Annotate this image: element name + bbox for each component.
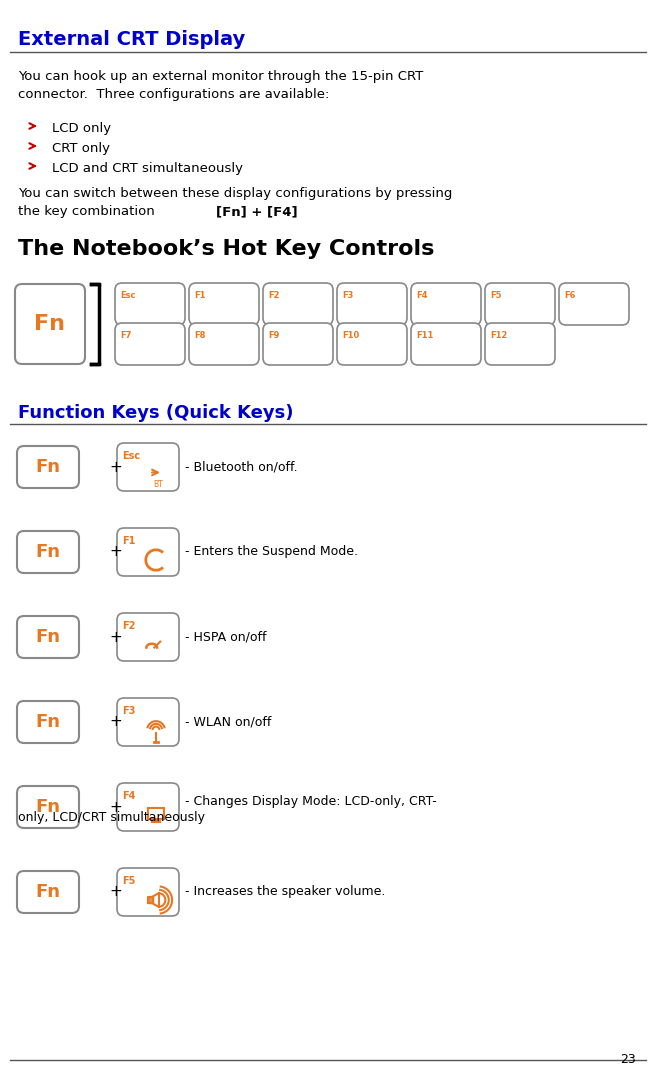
Text: Fn: Fn	[35, 458, 60, 476]
Text: +: +	[110, 629, 123, 644]
Text: .: .	[283, 205, 287, 218]
Text: F6: F6	[564, 291, 575, 300]
FancyBboxPatch shape	[17, 446, 79, 488]
FancyBboxPatch shape	[15, 284, 85, 364]
Text: F8: F8	[194, 331, 205, 340]
FancyBboxPatch shape	[485, 323, 555, 365]
Text: Esc: Esc	[120, 291, 136, 300]
FancyBboxPatch shape	[17, 871, 79, 913]
Text: Fn: Fn	[35, 883, 60, 901]
FancyBboxPatch shape	[337, 284, 407, 325]
Text: F3: F3	[342, 291, 354, 300]
FancyBboxPatch shape	[411, 284, 481, 325]
FancyBboxPatch shape	[17, 701, 79, 743]
FancyBboxPatch shape	[117, 442, 179, 491]
Polygon shape	[148, 897, 153, 903]
FancyBboxPatch shape	[117, 613, 179, 661]
Text: F1: F1	[122, 536, 135, 546]
Text: only, LCD/CRT simultaneously: only, LCD/CRT simultaneously	[18, 811, 205, 824]
Text: +: +	[110, 545, 123, 560]
FancyBboxPatch shape	[559, 284, 629, 325]
FancyBboxPatch shape	[17, 531, 79, 574]
Text: F5: F5	[122, 876, 135, 886]
FancyBboxPatch shape	[117, 868, 179, 916]
FancyBboxPatch shape	[17, 786, 79, 828]
Text: You can hook up an external monitor through the 15-pin CRT
connector.  Three con: You can hook up an external monitor thro…	[18, 70, 423, 101]
FancyBboxPatch shape	[485, 284, 555, 325]
Text: - WLAN on/off: - WLAN on/off	[185, 715, 272, 728]
Text: Fn: Fn	[35, 543, 60, 561]
Text: +: +	[110, 799, 123, 814]
FancyBboxPatch shape	[117, 528, 179, 576]
Text: LCD only: LCD only	[52, 122, 111, 135]
Text: - Changes Display Mode: LCD-only, CRT-: - Changes Display Mode: LCD-only, CRT-	[185, 795, 437, 808]
Text: 23: 23	[621, 1053, 636, 1066]
Text: Esc: Esc	[122, 451, 140, 461]
Text: F4: F4	[416, 291, 428, 300]
Text: - Enters the Suspend Mode.: - Enters the Suspend Mode.	[185, 546, 358, 558]
Text: Fn: Fn	[35, 713, 60, 731]
FancyBboxPatch shape	[117, 783, 179, 831]
Text: +: +	[110, 885, 123, 900]
Text: - Bluetooth on/off.: - Bluetooth on/off.	[185, 461, 298, 474]
FancyBboxPatch shape	[263, 323, 333, 365]
Text: LCD and CRT simultaneously: LCD and CRT simultaneously	[52, 162, 243, 175]
Text: The Notebook’s Hot Key Controls: The Notebook’s Hot Key Controls	[18, 240, 434, 259]
Text: F1: F1	[194, 291, 205, 300]
Text: - HSPA on/off: - HSPA on/off	[185, 630, 266, 643]
FancyBboxPatch shape	[189, 323, 259, 365]
Text: Fn: Fn	[35, 314, 66, 334]
Text: CRT only: CRT only	[52, 142, 110, 155]
Text: +: +	[110, 460, 123, 475]
FancyBboxPatch shape	[263, 284, 333, 325]
Text: External CRT Display: External CRT Display	[18, 30, 245, 49]
Text: F10: F10	[342, 331, 359, 340]
FancyBboxPatch shape	[115, 323, 185, 365]
Text: You can switch between these display configurations by pressing
the key combinat: You can switch between these display con…	[18, 187, 453, 218]
Text: Fn: Fn	[35, 628, 60, 645]
FancyBboxPatch shape	[189, 284, 259, 325]
FancyBboxPatch shape	[17, 616, 79, 658]
Text: [Fn] + [F4]: [Fn] + [F4]	[216, 205, 298, 218]
Text: F5: F5	[490, 291, 501, 300]
Text: Function Keys (Quick Keys): Function Keys (Quick Keys)	[18, 404, 293, 422]
Text: - Increases the speaker volume.: - Increases the speaker volume.	[185, 885, 385, 899]
Text: Fn: Fn	[35, 798, 60, 816]
FancyBboxPatch shape	[411, 323, 481, 365]
Text: F2: F2	[122, 621, 135, 632]
Text: F11: F11	[416, 331, 434, 340]
Text: F7: F7	[120, 331, 131, 340]
Text: F2: F2	[268, 291, 279, 300]
FancyBboxPatch shape	[117, 698, 179, 746]
Text: +: +	[110, 714, 123, 729]
Bar	[148, 808, 163, 818]
Text: F9: F9	[268, 331, 279, 340]
FancyBboxPatch shape	[115, 284, 185, 325]
FancyBboxPatch shape	[337, 323, 407, 365]
Text: BT: BT	[153, 480, 163, 489]
Text: F4: F4	[122, 790, 135, 801]
Text: F12: F12	[490, 331, 507, 340]
Text: F3: F3	[122, 706, 135, 716]
